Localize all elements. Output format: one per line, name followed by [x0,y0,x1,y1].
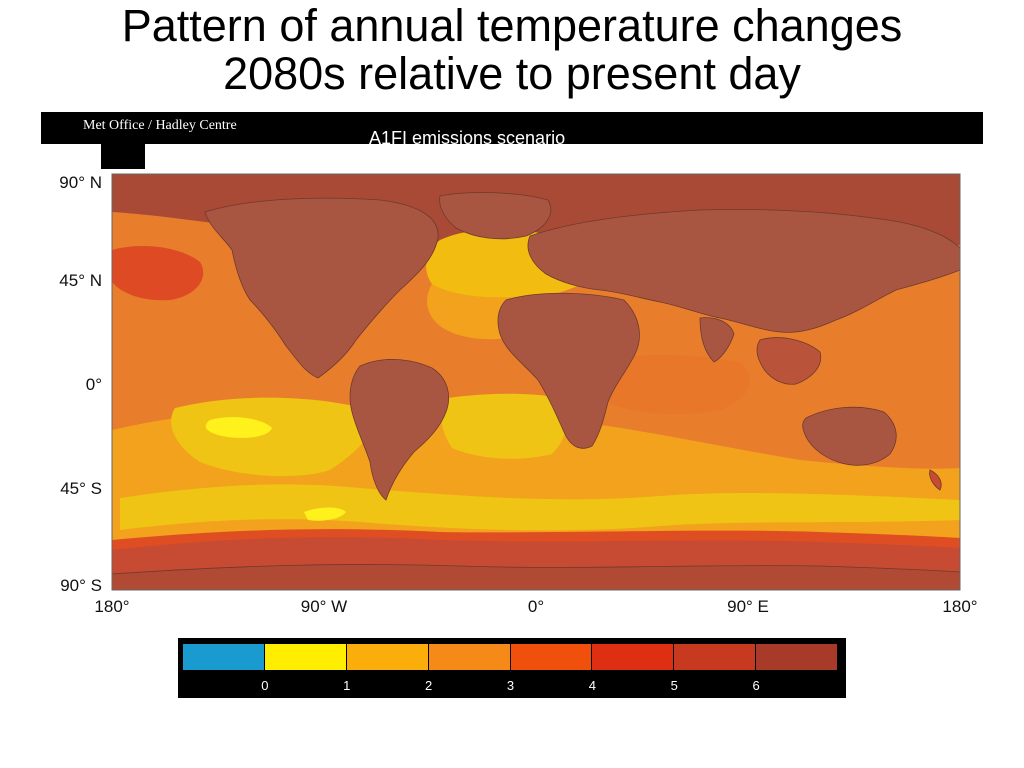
europe-asia [527,209,961,333]
banner-tab [101,144,145,169]
legend-tick-label: 2 [425,678,433,693]
lon-label-0: 0° [527,597,545,616]
southeast-asia [756,337,822,385]
australia [802,406,897,466]
legend-tick-label: 1 [343,678,351,693]
scenario-label: A1FI emissions scenario [369,128,566,144]
north-pacific-warm-patch [112,246,204,301]
lat-label-45n: 45° N [59,271,102,290]
antarctica-coast [111,564,961,591]
landmasses [111,192,961,591]
legend-swatch-0 [183,644,265,670]
north-america [204,197,439,379]
legend-swatch-7 [756,644,838,670]
lat-label-90n: 90° N [59,173,102,192]
south-atlantic-cool-band [441,393,569,459]
lat-label-90s: 90° S [60,576,102,595]
greenland [439,192,552,240]
legend-swatches [183,644,838,670]
lon-label-90w: 90° W [300,597,348,616]
legend-swatch-1 [264,644,347,670]
legend-swatch-6 [674,644,757,670]
legend-swatch-2 [346,644,429,670]
map-border [111,173,961,591]
lat-label-45s: 45° S [60,479,102,498]
legend-swatch-5 [592,644,675,670]
lon-label-90e: 90° E [727,597,769,616]
indian-ocean-deep-orange [592,354,750,415]
new-zealand [929,469,942,491]
lon-label-180w: 180° [94,597,130,616]
page-title: Pattern of annual temperature changes 20… [0,2,1024,98]
title-line-1: Pattern of annual temperature changes [121,0,903,51]
south-america [349,359,449,501]
antarctic-red-band [112,529,960,550]
title-line-2: 2080s relative to present day [223,48,801,99]
legend-tick-label: 4 [588,678,596,693]
lon-label-180e: 180° [942,597,978,616]
africa [497,292,640,449]
legend-tick-label: 0 [261,678,269,693]
color-legend: 0 1 2 3 4 5 6 [178,638,846,698]
lat-label-0: 0° [85,375,102,394]
header-banner: Met Office / Hadley Centre A1FI emission… [41,112,983,144]
southern-ocean-yellow-patch [304,507,346,521]
map-border-group [111,173,961,591]
legend-tick-label: 6 [752,678,760,693]
organization-label: Met Office / Hadley Centre [83,118,237,133]
south-pacific-cool-band [171,397,373,477]
legend-swatch-3 [428,644,511,670]
legend-swatch-4 [510,644,593,670]
legend-tick-label: 5 [670,678,678,693]
south-pacific-peak-cool-patch [205,417,272,438]
india [699,317,735,363]
legend-tick-label: 3 [506,678,515,693]
